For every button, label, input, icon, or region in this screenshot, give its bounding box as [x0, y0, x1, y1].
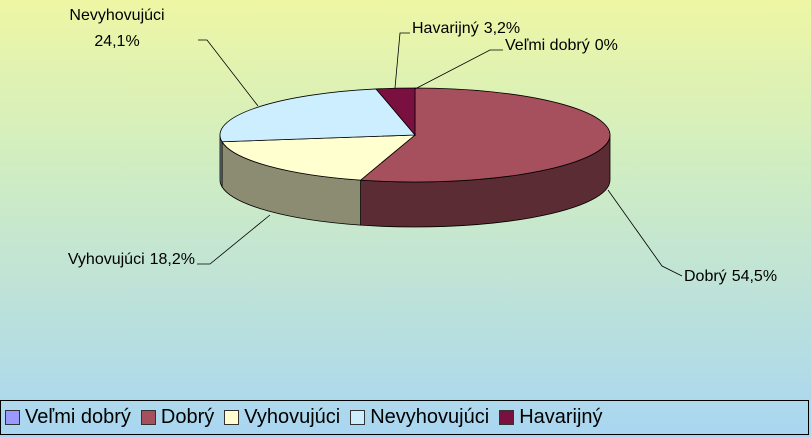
label-name: Havarijný — [412, 20, 479, 37]
legend-item: Nevyhovujúci — [350, 406, 489, 429]
legend: Veľmi dobrý Dobrý Vyhovujúci Nevyhovujúci Ha… — [0, 400, 809, 435]
legend-item: Vyhovujúci — [224, 406, 340, 429]
leader-line — [197, 214, 271, 265]
legend-item: Havarijný — [499, 406, 603, 429]
legend-label: Veľmi dobrý — [25, 406, 131, 428]
label-value: 54,5% — [732, 268, 777, 285]
chart: Veľmi dobrý 0% Dobrý 54,5% Vyhovujúci 18,2% Ne… — [68, 7, 777, 285]
leader-line — [607, 189, 683, 277]
label-value: 0% — [595, 37, 618, 54]
slice-side — [219, 134, 223, 189]
label-value: 24,1% — [94, 33, 139, 50]
legend-swatch — [140, 410, 156, 425]
slice — [221, 134, 417, 181]
label-value: 18,2% — [150, 251, 195, 268]
label-name: Nevyhovujúci — [69, 7, 164, 24]
leader-line — [198, 39, 259, 107]
legend-swatch — [5, 410, 20, 425]
data-label: Veľmi dobrý 0% — [505, 37, 618, 54]
slice — [219, 88, 416, 143]
leader-line — [414, 49, 503, 90]
label-name: Veľmi dobrý — [505, 37, 590, 54]
legend-label: Havarijný — [519, 406, 603, 428]
legend-label: Dobrý — [160, 406, 215, 428]
data-label: Vyhovujúci 18,2% — [68, 251, 195, 268]
legend-item: Dobrý — [140, 406, 215, 429]
slice — [359, 87, 611, 183]
label-name: Dobrý — [684, 268, 727, 285]
legend-label: Vyhovujúci — [244, 406, 341, 428]
legend-swatch — [499, 410, 515, 425]
slice — [375, 87, 416, 137]
legend-item: Veľmi dobrý — [5, 406, 131, 429]
label-value: 3,2% — [484, 20, 520, 37]
legend-swatch — [350, 410, 366, 425]
legend-swatch — [224, 410, 240, 425]
data-label: Dobrý 54,5% — [684, 268, 777, 285]
label-name: Vyhovujúci — [68, 251, 145, 268]
legend-label: Nevyhovujúci — [370, 406, 490, 428]
data-label: Havarijný 3,2% — [412, 20, 520, 37]
leader-line — [394, 32, 410, 89]
